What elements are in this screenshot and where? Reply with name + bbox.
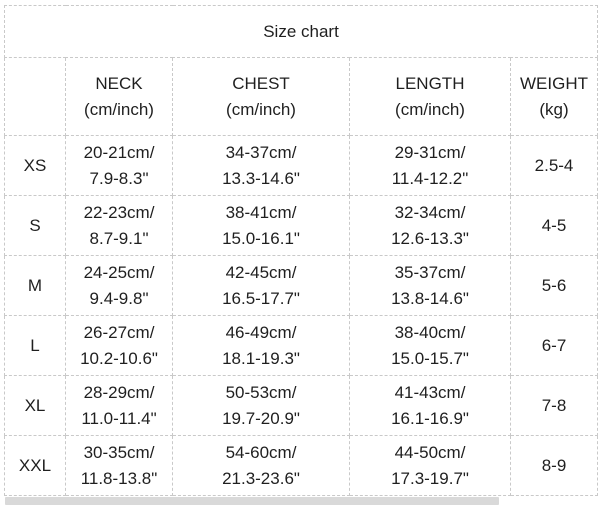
column-header-weight: WEIGHT (kg) — [509, 57, 599, 136]
cell-line: 28-29cm/ — [83, 382, 155, 402]
table-title: Size chart — [3, 5, 599, 58]
cell-line: 19.7-20.9" — [222, 408, 300, 428]
header-line: WEIGHT — [520, 73, 589, 93]
size-label: L — [4, 315, 66, 376]
cell-line: 22-23cm/ — [83, 202, 155, 222]
cell-line: 24-25cm/ — [83, 262, 155, 282]
cell-line: 34-37cm/ — [225, 142, 297, 162]
cell-line: 54-60cm/ — [225, 442, 297, 462]
header-line: NECK — [95, 73, 143, 93]
length-cell: 41-43cm/ 16.1-16.9" — [349, 375, 511, 436]
cell-line: 13.3-14.6" — [222, 168, 300, 188]
cell-line: 44-50cm/ — [394, 442, 466, 462]
column-header-length: LENGTH (cm/inch) — [349, 57, 511, 136]
chest-cell: 46-49cm/ 18.1-19.3" — [172, 315, 350, 376]
weight-cell: 2.5-4 — [509, 135, 599, 196]
column-header-size — [4, 57, 66, 136]
weight-cell: 8-9 — [509, 435, 599, 496]
table-row: S 22-23cm/ 8.7-9.1" 38-41cm/ 15.0-16.1" … — [4, 195, 599, 256]
cell-line: 13.8-14.6" — [391, 288, 469, 308]
chest-cell: 50-53cm/ 19.7-20.9" — [172, 375, 350, 436]
neck-cell: 20-21cm/ 7.9-8.3" — [65, 135, 173, 196]
cell-line: 11.8-13.8" — [80, 468, 158, 488]
size-chart-table: Size chart NECK (cm/inch) CHEST (cm/inch… — [3, 5, 599, 496]
cell-line: 8.7-9.1" — [89, 228, 149, 248]
cell-line: 26-27cm/ — [83, 322, 155, 342]
cell-line: 16.5-17.7" — [222, 288, 300, 308]
cell-line: 17.3-19.7" — [391, 468, 469, 488]
header-line: (cm/inch) — [84, 99, 154, 119]
neck-cell: 26-27cm/ 10.2-10.6" — [65, 315, 173, 376]
table-row: XS 20-21cm/ 7.9-8.3" 34-37cm/ 13.3-14.6"… — [4, 135, 599, 196]
cell-line: 20-21cm/ — [83, 142, 155, 162]
cell-line: 42-45cm/ — [225, 262, 297, 282]
column-header-neck: NECK (cm/inch) — [65, 57, 173, 136]
cell-line: 32-34cm/ — [394, 202, 466, 222]
cell-line: 38-40cm/ — [394, 322, 466, 342]
table-row: Size chart — [3, 5, 599, 58]
horizontal-scrollbar-thumb[interactable] — [5, 497, 499, 505]
size-label: S — [4, 195, 66, 256]
neck-cell: 30-35cm/ 11.8-13.8" — [65, 435, 173, 496]
neck-cell: 22-23cm/ 8.7-9.1" — [65, 195, 173, 256]
header-line: (cm/inch) — [226, 99, 296, 119]
cell-line: 16.1-16.9" — [391, 408, 469, 428]
cell-line: 15.0-16.1" — [222, 228, 300, 248]
table-row: NECK (cm/inch) CHEST (cm/inch) LENGTH (c… — [4, 57, 599, 136]
cell-line: 21.3-23.6" — [222, 468, 300, 488]
cell-line: 15.0-15.7" — [391, 348, 469, 368]
table-row: M 24-25cm/ 9.4-9.8" 42-45cm/ 16.5-17.7" … — [4, 255, 599, 316]
header-line: CHEST — [232, 73, 290, 93]
size-label: M — [4, 255, 66, 316]
length-cell: 29-31cm/ 11.4-12.2" — [349, 135, 511, 196]
size-label: XS — [4, 135, 66, 196]
cell-line: 11.4-12.2" — [391, 168, 469, 188]
chest-cell: 38-41cm/ 15.0-16.1" — [172, 195, 350, 256]
weight-cell: 7-8 — [509, 375, 599, 436]
chest-cell: 42-45cm/ 16.5-17.7" — [172, 255, 350, 316]
column-header-chest: CHEST (cm/inch) — [172, 57, 350, 136]
neck-cell: 28-29cm/ 11.0-11.4" — [65, 375, 173, 436]
table-row: L 26-27cm/ 10.2-10.6" 46-49cm/ 18.1-19.3… — [4, 315, 599, 376]
header-line: (cm/inch) — [395, 99, 465, 119]
cell-line: 29-31cm/ — [394, 142, 466, 162]
header-line: (kg) — [539, 99, 569, 119]
cell-line: 10.2-10.6" — [80, 348, 158, 368]
cell-line: 7.9-8.3" — [89, 168, 149, 188]
table-row: XL 28-29cm/ 11.0-11.4" 50-53cm/ 19.7-20.… — [4, 375, 599, 436]
length-cell: 38-40cm/ 15.0-15.7" — [349, 315, 511, 376]
size-label: XXL — [4, 435, 66, 496]
cell-line: 41-43cm/ — [394, 382, 466, 402]
cell-line: 46-49cm/ — [225, 322, 297, 342]
cell-line: 11.0-11.4" — [81, 408, 157, 428]
cell-line: 38-41cm/ — [225, 202, 297, 222]
cell-line: 18.1-19.3" — [222, 348, 300, 368]
weight-cell: 4-5 — [509, 195, 599, 256]
cell-line: 50-53cm/ — [225, 382, 297, 402]
length-cell: 35-37cm/ 13.8-14.6" — [349, 255, 511, 316]
chest-cell: 54-60cm/ 21.3-23.6" — [172, 435, 350, 496]
neck-cell: 24-25cm/ 9.4-9.8" — [65, 255, 173, 316]
chest-cell: 34-37cm/ 13.3-14.6" — [172, 135, 350, 196]
weight-cell: 6-7 — [509, 315, 599, 376]
cell-line: 30-35cm/ — [83, 442, 155, 462]
cell-line: 12.6-13.3" — [391, 228, 469, 248]
length-cell: 32-34cm/ 12.6-13.3" — [349, 195, 511, 256]
length-cell: 44-50cm/ 17.3-19.7" — [349, 435, 511, 496]
cell-line: 35-37cm/ — [394, 262, 466, 282]
cell-line: 9.4-9.8" — [89, 288, 149, 308]
table-row: XXL 30-35cm/ 11.8-13.8" 54-60cm/ 21.3-23… — [4, 435, 599, 496]
weight-cell: 5-6 — [509, 255, 599, 316]
size-label: XL — [4, 375, 66, 436]
header-line: LENGTH — [395, 73, 465, 93]
